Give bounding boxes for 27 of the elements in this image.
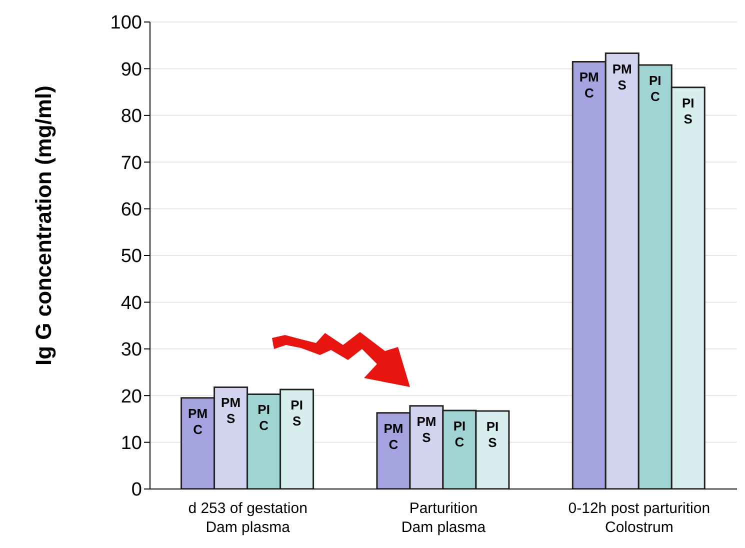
y-tick-label: 20 <box>120 386 142 408</box>
text: PM C <box>384 420 404 452</box>
y-tick-label: 70 <box>120 152 142 174</box>
series-label: PM S <box>221 395 241 426</box>
text: PM S <box>612 61 632 92</box>
y-tick-label: 10 <box>120 433 142 454</box>
text: PI C <box>648 72 662 104</box>
y-tick-label: 60 <box>120 200 142 221</box>
series-label: PI C <box>258 402 270 434</box>
text: PM S <box>416 414 436 445</box>
x-tick-label: 0-12h post parturition Colostrum <box>568 500 710 536</box>
y-tick-label: 100 <box>110 12 142 34</box>
y-axis-title: Ig G concentration (mg/ml) <box>30 86 56 366</box>
text: PI C <box>453 418 466 450</box>
y-tick-label: 40 <box>120 292 142 314</box>
x-tick-label: Parturition Dam plasma <box>401 500 486 536</box>
text: PI S <box>486 419 499 450</box>
y-tick-label: 30 <box>120 340 142 361</box>
series-label: PM C <box>188 406 208 437</box>
y-tick-label: 90 <box>120 59 142 80</box>
x-tick-label: d 253 of gestation Dam plasma <box>188 500 308 536</box>
series-label: PI S <box>290 398 303 429</box>
text: PI S <box>682 95 694 126</box>
text: PM C <box>579 70 599 101</box>
y-tick-label: 50 <box>120 246 142 268</box>
y-tick-label: 80 <box>120 106 142 128</box>
y-tick-label: 0 <box>131 480 142 501</box>
